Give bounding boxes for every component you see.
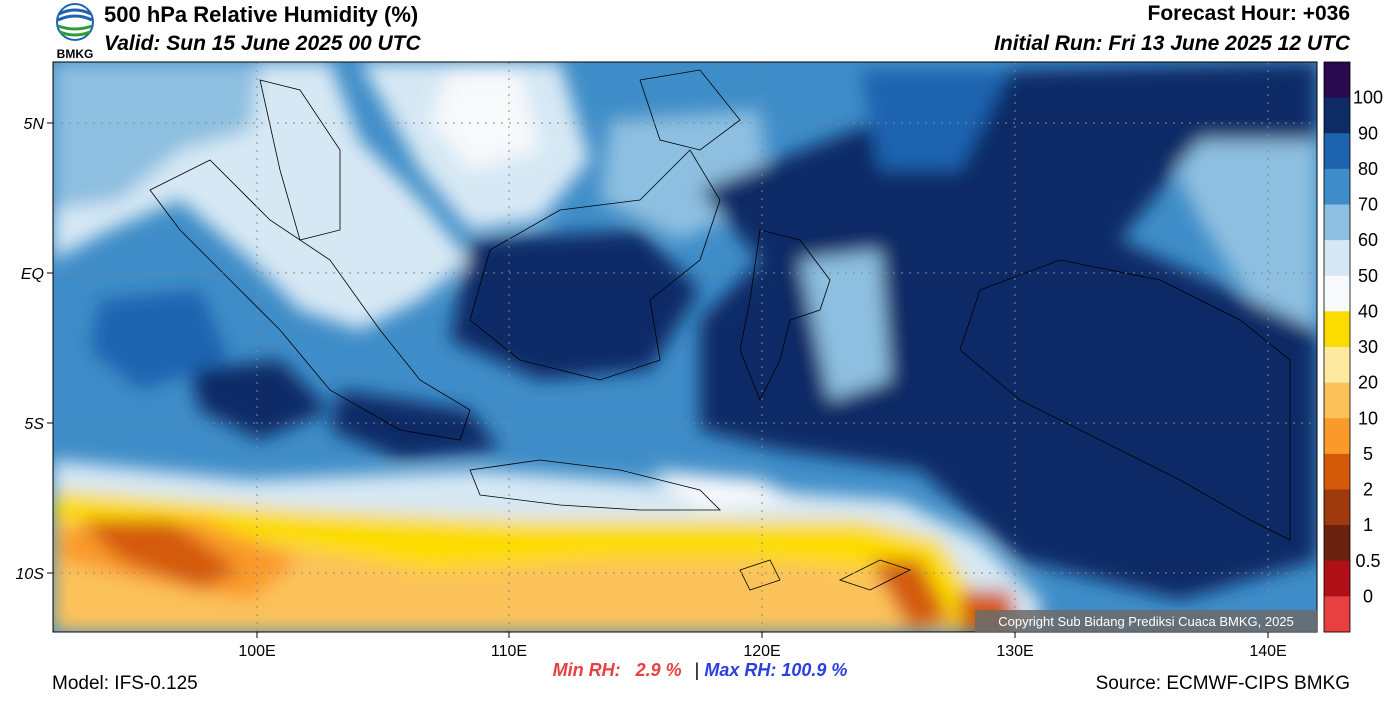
colorbar-label: 40	[1358, 301, 1378, 321]
colorbar-label: 80	[1358, 159, 1378, 179]
max-rh-value: 100.9 %	[781, 660, 848, 680]
colorbar-label: 2	[1363, 480, 1373, 500]
colorbar-label: 0	[1363, 586, 1373, 606]
graticule	[53, 62, 1317, 632]
colorbar-segment	[1324, 62, 1350, 99]
colorbar-label: 70	[1358, 195, 1378, 215]
colorbar-label: 50	[1358, 266, 1378, 286]
copyright-box	[975, 610, 1317, 632]
forecast-hour: Forecast Hour: +036	[1147, 2, 1351, 25]
lat-label-5s: 5S	[24, 416, 44, 433]
chart-title: 500 hPa Relative Humidity (%)	[104, 2, 419, 27]
valid-time: Valid: Sun 15 June 2025 00 UTC	[104, 32, 421, 55]
lat-label-5n: 5N	[24, 116, 45, 133]
colorbar-label: 5	[1363, 444, 1373, 464]
rh-stats: Min RH: 2.9 % | Max RH: 100.9 %	[0, 660, 1400, 681]
max-rh-label: Max RH:	[704, 660, 777, 680]
colorbar-segment	[1324, 240, 1350, 277]
lon-label-120e: 120E	[743, 643, 780, 660]
colorbar-segment	[1324, 97, 1350, 134]
initial-run: Initial Run: Fri 13 June 2025 12 UTC	[994, 32, 1350, 55]
colorbar-labels: 100 90 80 70 60 50 40 30 20 10 5 2 1 0.5 0	[1353, 88, 1383, 607]
colorbar-segment	[1324, 489, 1350, 526]
colorbar-segment	[1324, 453, 1350, 490]
colorbar-label: 1	[1363, 515, 1373, 535]
lon-label-110e: 110E	[491, 643, 527, 660]
coastlines	[149, 69, 1291, 591]
colorbar-segment	[1324, 275, 1350, 312]
colorbar-frame	[1323, 61, 1351, 633]
colorbar-segment	[1324, 418, 1350, 455]
model-label: Model: IFS-0.125	[52, 673, 198, 694]
colorbar-segment	[1324, 133, 1350, 170]
colorbar-label: 90	[1358, 123, 1378, 143]
colorbar-segment	[1324, 311, 1350, 348]
colorbar-label: 20	[1358, 373, 1378, 393]
colorbar-segment	[1324, 596, 1350, 633]
colorbar-segment	[1324, 382, 1350, 419]
lat-label-eq: EQ	[21, 266, 44, 283]
lat-label-10s: 10S	[16, 566, 45, 583]
source-label: Source: ECMWF-CIPS BMKG	[1095, 673, 1350, 694]
lon-label-100e: 100E	[238, 643, 275, 660]
min-rh-label: Min RH:	[552, 660, 621, 680]
colorbar-segment	[1324, 168, 1350, 205]
colorbar-label: 100	[1353, 88, 1383, 108]
lon-label-140e: 140E	[1249, 643, 1286, 660]
lon-label-130e: 130E	[996, 643, 1033, 660]
colorbar	[1323, 61, 1351, 633]
colorbar-label: 60	[1358, 230, 1378, 250]
colorbar-label: 30	[1358, 337, 1378, 357]
colorbar-segment	[1324, 560, 1350, 597]
colorbar-segment	[1324, 347, 1350, 384]
min-rh-value: 2.9 %	[635, 660, 682, 680]
colorbar-label: 0.5	[1355, 551, 1380, 571]
bmkg-logo: BMKG	[56, 3, 94, 60]
stats-separator: |	[694, 660, 700, 680]
colorbar-segment	[1324, 204, 1350, 241]
map-frame	[52, 61, 1318, 633]
colorbar-segment	[1324, 525, 1350, 562]
humidity-field	[53, 62, 1317, 632]
colorbar-label: 10	[1358, 408, 1378, 428]
logo-text: BMKG	[57, 47, 94, 60]
copyright-text: Copyright Sub Bidang Prediksi Cuaca BMKG…	[998, 614, 1294, 629]
